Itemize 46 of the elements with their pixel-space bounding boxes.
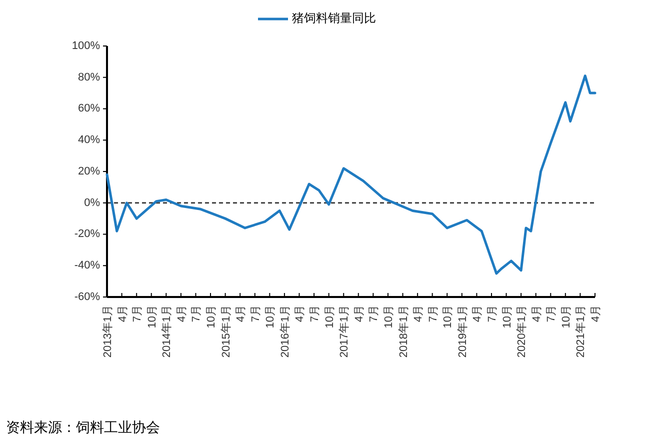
x-tick-label: 10月: [206, 305, 218, 328]
x-tick-label: 4月: [412, 305, 425, 322]
x-tick-label: 4月: [590, 305, 602, 322]
x-tick-label: 2014年1月: [161, 305, 174, 358]
y-tick-label: 40%: [78, 134, 100, 146]
y-tick-label: 100%: [72, 40, 100, 52]
x-tick-label: 7月: [132, 305, 144, 322]
text: 资料来源：饲料工业协会: [6, 419, 160, 435]
x-tick-label: 4月: [176, 305, 188, 322]
x-tick-label: 7月: [309, 305, 322, 322]
x-tick-label: 10月: [324, 305, 336, 328]
y-tick-label: -60%: [74, 290, 100, 303]
y-tick-label: -20%: [74, 228, 100, 240]
x-tick-label: 4月: [530, 305, 543, 322]
x-tick-label: 4月: [235, 305, 248, 322]
line-series: [106, 74, 596, 275]
x-tick-label: 2016年1月: [279, 305, 292, 358]
x-tick-label: 4月: [353, 305, 366, 322]
y-tick-label: -40%: [74, 260, 100, 272]
x-tick-label: 10月: [442, 305, 454, 328]
x-tick-label: 10月: [264, 305, 277, 328]
x-tick-label: 7月: [190, 305, 203, 322]
y-tick-label: 20%: [78, 165, 100, 178]
x-tick-label: 4月: [294, 305, 306, 322]
x-tick-label: 2019年1月: [456, 305, 469, 358]
x-tick-label: 7月: [250, 305, 262, 322]
x-tick-label: 7月: [368, 305, 380, 322]
x-tick-label: 2013年1月: [102, 305, 114, 358]
x-tick-label: 10月: [501, 305, 514, 328]
x-tick-label: 2018年1月: [398, 305, 410, 358]
x-tick-label: 4月: [472, 305, 484, 322]
x-tick-label: 10月: [560, 305, 572, 328]
x-tick-label: 7月: [546, 305, 558, 322]
x-tick-label: 7月: [427, 305, 440, 322]
x-tick-label: 10月: [382, 305, 395, 328]
x-tick-label: 4月: [116, 305, 129, 322]
y-tick-label: 0%: [84, 196, 100, 209]
y-tick-label: 80%: [78, 71, 100, 84]
x-tick-label: 2015年1月: [220, 305, 232, 358]
x-tick-label: 7月: [486, 305, 498, 322]
x-tick-label: 10月: [146, 305, 158, 328]
x-tick-label: 2017年1月: [338, 305, 351, 358]
legend-label: 猪饲料销量同比: [292, 11, 376, 26]
x-tick-label: 2021年1月: [575, 305, 588, 358]
x-tick-label: 2020年1月: [516, 305, 528, 358]
y-tick-label: 60%: [78, 102, 100, 115]
